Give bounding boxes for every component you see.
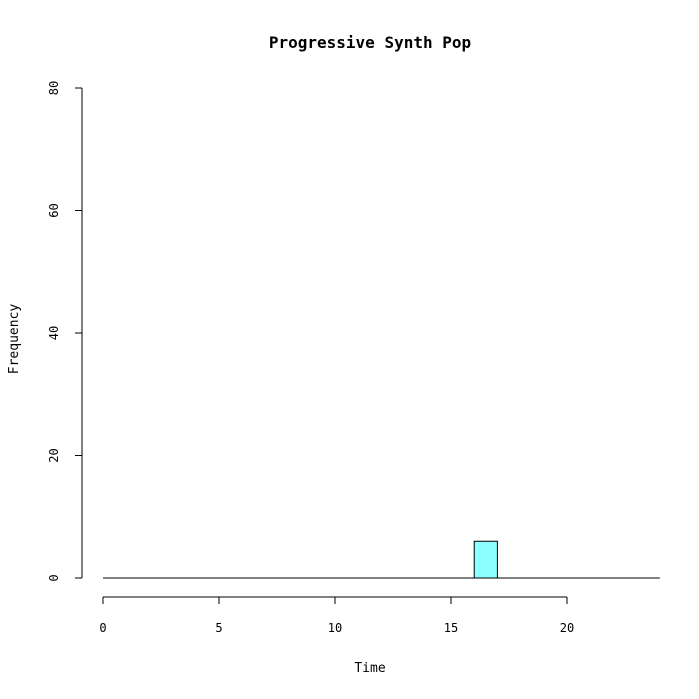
y-tick-label: 80 bbox=[47, 81, 61, 95]
x-tick-label: 0 bbox=[99, 621, 106, 635]
x-tick-label: 20 bbox=[560, 621, 574, 635]
y-tick-label: 0 bbox=[47, 574, 61, 581]
y-axis: 0 20 40 60 80 bbox=[47, 81, 83, 582]
y-tick-label: 60 bbox=[47, 203, 61, 217]
x-tick-label: 5 bbox=[215, 621, 222, 635]
x-tick-label: 10 bbox=[328, 621, 342, 635]
y-tick-label: 40 bbox=[47, 326, 61, 340]
y-tick-label: 20 bbox=[47, 448, 61, 462]
bars-group bbox=[473, 540, 498, 579]
y-axis-label: Frequency bbox=[7, 304, 22, 375]
x-axis: 0 5 10 15 20 bbox=[99, 596, 574, 635]
chart-title: Progressive Synth Pop bbox=[269, 33, 471, 52]
histogram-bar bbox=[473, 540, 498, 579]
x-axis-label: Time bbox=[354, 661, 385, 676]
x-tick-label: 15 bbox=[444, 621, 458, 635]
